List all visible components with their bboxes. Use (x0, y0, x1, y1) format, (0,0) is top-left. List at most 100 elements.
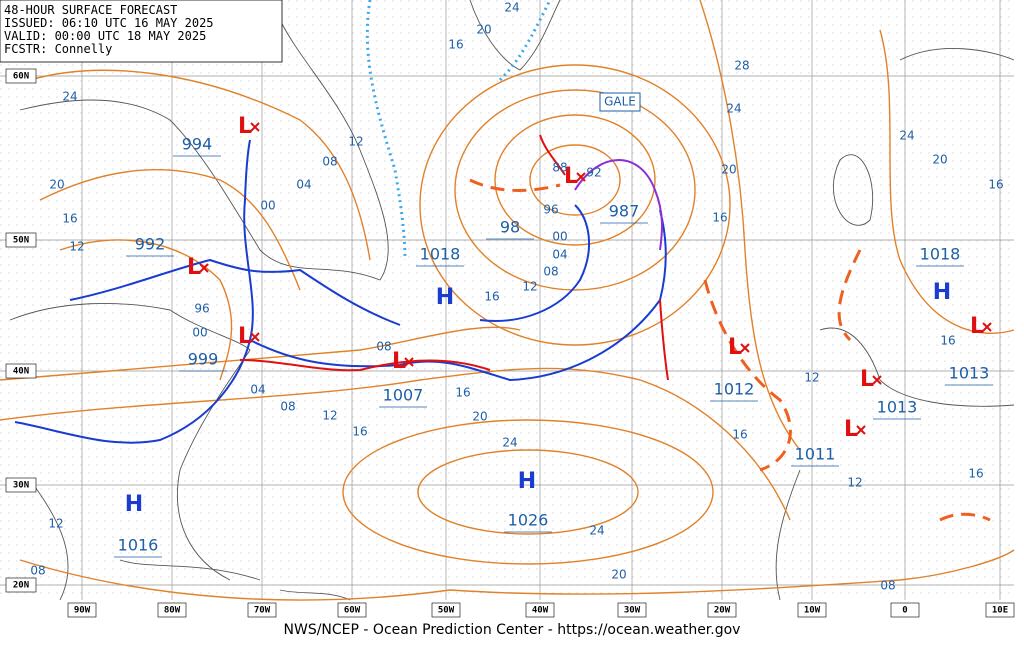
isobar-label: 24 (589, 524, 604, 538)
lat-label: 50N (13, 236, 29, 246)
cross (250, 122, 260, 132)
isobar-label: 16 (448, 38, 463, 52)
isobar-label: 16 (940, 334, 955, 348)
isobar-label: 08 (280, 400, 295, 414)
isobar-label: 00 (552, 230, 567, 244)
isobar-label: 96 (543, 203, 558, 217)
isobar-label: 24 (504, 1, 519, 15)
central-pressure: 987 (609, 202, 640, 221)
isobar-label: 92 (586, 166, 601, 180)
isobar-label: 08 (880, 579, 895, 593)
lat-label: 40N (13, 367, 29, 377)
lon-label-box (431, 602, 461, 618)
lat-label-box (5, 232, 37, 248)
isobar-label: 16 (988, 178, 1003, 192)
lon-label-box (247, 602, 277, 618)
central-pressure: 1007 (383, 386, 424, 405)
isobar-label: 12 (69, 240, 84, 254)
cross (856, 425, 866, 435)
isobar-label: 20 (476, 23, 491, 37)
gale-label: GALE (604, 95, 636, 109)
isobar-label: 00 (260, 199, 275, 213)
central-pressure: 1013 (877, 398, 918, 417)
central-pressure: 98 (500, 218, 520, 237)
low-center: L (238, 324, 252, 349)
central-pressure: 1013 (949, 364, 990, 383)
low-cross (250, 332, 260, 342)
low-center: L (238, 114, 252, 139)
isobar-label: 24 (62, 90, 77, 104)
central-pressure: 994 (182, 135, 213, 154)
low-cross (404, 357, 414, 367)
isobar-label: 12 (804, 371, 819, 385)
lon-label-box (890, 602, 920, 618)
isobars (0, 0, 1015, 601)
map-background (0, 0, 1014, 600)
header-line: ISSUED: 06:10 UTC 16 MAY 2025 (4, 16, 214, 30)
central-pressure: 992 (135, 235, 166, 254)
isobar-label: 08 (543, 265, 558, 279)
isobar-label: 08 (322, 155, 337, 169)
isobar-label: 24 (726, 102, 741, 116)
cross (872, 375, 882, 385)
low-cross (576, 172, 586, 182)
low-cross (740, 343, 750, 353)
low-cross (856, 425, 866, 435)
isobar-label: 12 (322, 409, 337, 423)
cross (576, 172, 586, 182)
isobar-label: 28 (734, 59, 749, 73)
header-line: 48-HOUR SURFACE FORECAST (4, 3, 177, 17)
lon-label: 60W (344, 606, 361, 616)
isobar-label: 24 (899, 129, 914, 143)
header-line: VALID: 00:00 UTC 18 MAY 2025 (4, 29, 206, 43)
lon-label-box (617, 602, 647, 618)
low-center: L (728, 335, 742, 360)
footer: NWS/NCEP - Ocean Prediction Center - htt… (284, 622, 741, 638)
isobar-label: 12 (348, 135, 363, 149)
isobar-label: 20 (49, 178, 64, 192)
lon-label: 90W (74, 606, 91, 616)
gale-box (599, 92, 641, 112)
lon-label: 30W (624, 606, 641, 616)
isobar-label: 20 (721, 163, 736, 177)
header-line: FCSTR: Connelly (4, 42, 112, 56)
lon-label-box (337, 602, 367, 618)
isobar-label: 04 (296, 178, 311, 192)
lon-label: 20W (714, 606, 731, 616)
isobar-label: 08 (376, 340, 391, 354)
isobar-label: 16 (968, 467, 983, 481)
isobar-label: 16 (712, 211, 727, 225)
low-center: L (860, 367, 874, 392)
lat-label: 20N (13, 581, 29, 591)
isobar-label: 00 (192, 326, 207, 340)
low-cross (982, 322, 992, 332)
isobar-label: 04 (250, 383, 265, 397)
lon-label-box (67, 602, 97, 618)
isobar-label: 12 (847, 476, 862, 490)
low-center: L (564, 164, 578, 189)
low-center: L (187, 255, 201, 280)
high-center: H (436, 285, 454, 310)
lon-label: 50W (438, 606, 455, 616)
lon-label-box (157, 602, 187, 618)
low-cross (250, 122, 260, 132)
cross (740, 343, 750, 353)
low-center: L (970, 314, 984, 339)
lon-label: 80W (164, 606, 181, 616)
lat-label: 60N (13, 72, 29, 82)
isobar-label: 16 (62, 212, 77, 226)
isobar-label: 04 (552, 248, 567, 262)
lat-label-box (5, 68, 37, 84)
lon-label: 10W (804, 606, 821, 616)
isobar-label: 20 (472, 410, 487, 424)
lon-label: 40W (532, 606, 549, 616)
fronts (14, 0, 991, 522)
central-pressure: 1018 (920, 245, 961, 264)
cross (982, 322, 992, 332)
cross (250, 332, 260, 342)
isobar-label: 16 (455, 386, 470, 400)
coastlines (9, 0, 1015, 601)
isobar-label: 16 (484, 290, 499, 304)
central-pressure: 1026 (508, 511, 549, 530)
high-center: H (933, 280, 951, 305)
